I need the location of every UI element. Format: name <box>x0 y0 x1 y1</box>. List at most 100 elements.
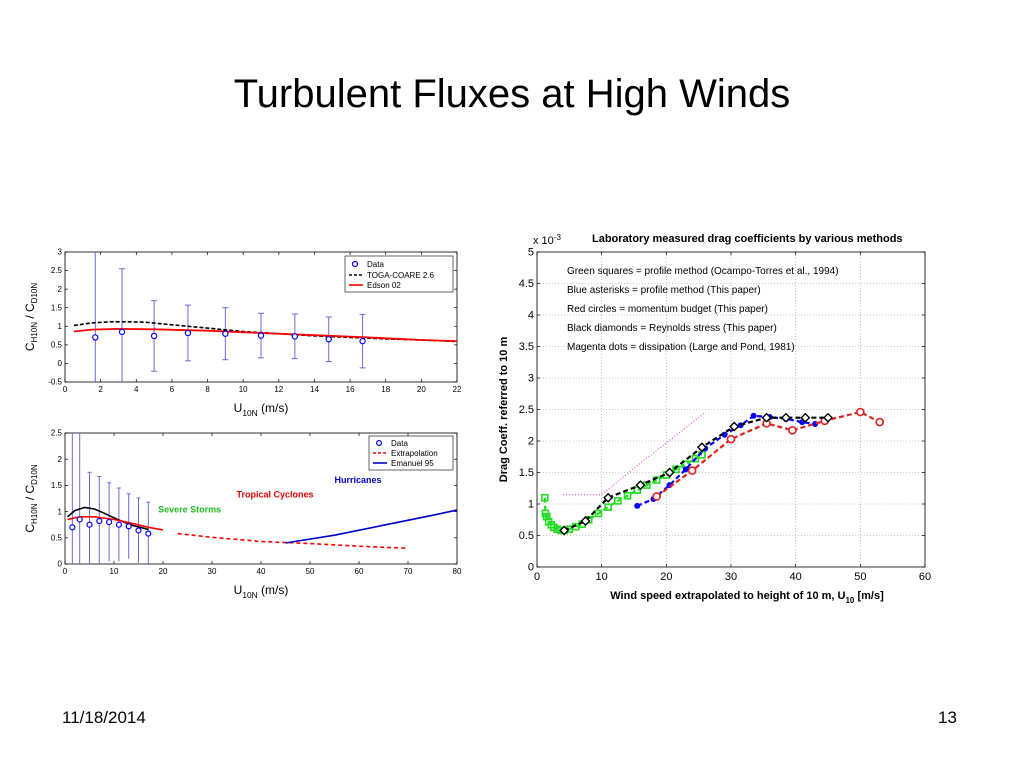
series-line-red-circles <box>655 410 881 498</box>
x-tick-label: 10 <box>110 567 119 576</box>
series-line-emanuel <box>285 509 457 544</box>
x-tick-label: 60 <box>919 571 931 583</box>
y-tick-label: 3 <box>528 373 534 385</box>
x-tick-label: 4 <box>134 385 139 394</box>
legend-label: Data <box>391 439 408 448</box>
y-axis-label: Drag Coeff. referred to 10 m <box>498 337 510 483</box>
data-point-green <box>542 512 551 521</box>
legend-label: Blue asterisks = profile method (This pa… <box>567 285 761 296</box>
legend-label: Extrapolation <box>391 449 438 458</box>
x-tick-label: 60 <box>355 567 364 576</box>
x-tick-label: 6 <box>170 385 175 394</box>
annotation-tropical-cyclones: Tropical Cyclones <box>237 489 314 499</box>
exponent-label: x 10-3 <box>533 233 561 247</box>
data-point-black <box>780 412 791 423</box>
data-point-green <box>540 493 549 502</box>
y-tick-label: 2 <box>58 455 63 464</box>
data-point-green <box>553 525 561 534</box>
x-tick-label: 30 <box>725 571 737 583</box>
y-tick-label: 0.5 <box>51 533 63 542</box>
y-tick-label: 0.5 <box>51 341 63 350</box>
data-point-black <box>635 480 646 491</box>
y-tick-label: 0 <box>528 562 534 574</box>
legend-label: Edson 02 <box>367 281 401 290</box>
data-point <box>86 521 93 528</box>
data-point-red <box>875 417 885 427</box>
y-tick-label: 1 <box>58 322 63 331</box>
grid <box>537 252 925 567</box>
data-point <box>76 516 83 523</box>
data-point <box>96 517 103 525</box>
data-point-black <box>800 412 811 423</box>
data-point <box>69 524 76 531</box>
chart-ch-cd-edson: 0 2 4 6 8 10 12 14 16 18 20 22-0.500.511.522.53CH10… <box>23 248 462 418</box>
slide-title: Turbulent Fluxes at High Winds <box>233 72 791 116</box>
chart-ch-cd-hurricanes: 0 10 20 30 40 50 60 70 80 0 0.5 1 1.5 2 2.5 CH10N / CD1… <box>23 429 462 600</box>
y-tick-label: 1.5 <box>51 303 63 312</box>
data-point-green <box>604 503 612 511</box>
y-tick-label: 0.5 <box>519 530 534 542</box>
x-tick-label: 2 <box>98 385 103 394</box>
plot-area <box>540 407 885 536</box>
data-point <box>118 328 126 336</box>
y-tick-label: -0.5 <box>48 378 62 387</box>
data-point-red <box>788 425 797 435</box>
data-point <box>184 329 192 337</box>
series-line-blue-asterisks <box>636 414 816 507</box>
data-point <box>145 530 152 537</box>
legend: Green squares = profile method (Ocampo-T… <box>567 266 839 353</box>
data-point-red <box>652 492 661 501</box>
y-tick-label: 1 <box>58 507 63 516</box>
data-point-green <box>614 497 622 505</box>
data-point <box>125 523 132 530</box>
x-tick-label: 14 <box>310 385 319 394</box>
legend-label: Data <box>367 260 384 269</box>
data-point-black <box>761 412 772 423</box>
x-tick-label: 18 <box>381 385 390 394</box>
data-point-green <box>594 509 603 518</box>
y-axis-label: CH10N / CD10N <box>23 283 39 351</box>
axes-frame <box>64 251 458 383</box>
data-point-black <box>603 492 614 503</box>
x-tick-label: 12 <box>274 385 283 394</box>
series-group <box>66 433 457 564</box>
x-tick-label: 30 <box>208 567 217 576</box>
y-tick-label: 1.5 <box>51 481 63 490</box>
legend-label: Magenta dots = dissipation (Large and Po… <box>567 342 795 353</box>
legend-marker-data <box>351 260 359 268</box>
x-axis-label: U10N (m/s) <box>234 583 289 600</box>
x-tick-label: 80 <box>453 567 462 576</box>
x-axis-label: U10N (m/s) <box>234 401 289 418</box>
y-tick-label: 3 <box>58 248 63 257</box>
series-line-edson <box>73 327 457 342</box>
legend-label: Emanuel 95 <box>391 459 434 468</box>
data-point <box>115 521 123 528</box>
series-line-black-diamonds <box>563 416 828 532</box>
x-axis-label: Wind speed extrapolated to height of 10 … <box>610 590 884 605</box>
x-tick-label: 10 <box>596 571 608 583</box>
legend-marker-data <box>376 440 383 447</box>
data-point <box>135 527 142 534</box>
data-point-black <box>729 421 740 432</box>
x-tick-label: 70 <box>404 567 413 576</box>
data-point-red <box>856 407 865 417</box>
axes: 0 10 20 30 40 50 60 0 0.5 1 1.5 2 2.5 3 3.5 4 4.5 5 Wind s… <box>498 233 931 605</box>
data-point-blue <box>634 502 641 509</box>
data-point-green <box>623 492 632 500</box>
legend-label: Red circles = momentum budget (This pape… <box>567 304 768 315</box>
x-tick-label: 16 <box>346 385 355 394</box>
data-point <box>222 330 229 337</box>
data-point <box>257 332 265 339</box>
data-point <box>105 518 113 526</box>
x-tick-label: 20 <box>660 571 672 583</box>
slide-number: 13 <box>938 708 957 727</box>
y-tick-label: 2 <box>58 285 63 294</box>
y-tick-label: 0 <box>58 359 63 368</box>
chart-title: Laboratory measured drag coefficients by… <box>592 233 903 245</box>
legend-label: Black diamonds = Reynolds stress (This p… <box>567 323 777 334</box>
data-point-black <box>696 442 707 453</box>
annotation-severe-storms: Severe Storms <box>158 505 221 515</box>
x-tick-label: 50 <box>854 571 866 583</box>
